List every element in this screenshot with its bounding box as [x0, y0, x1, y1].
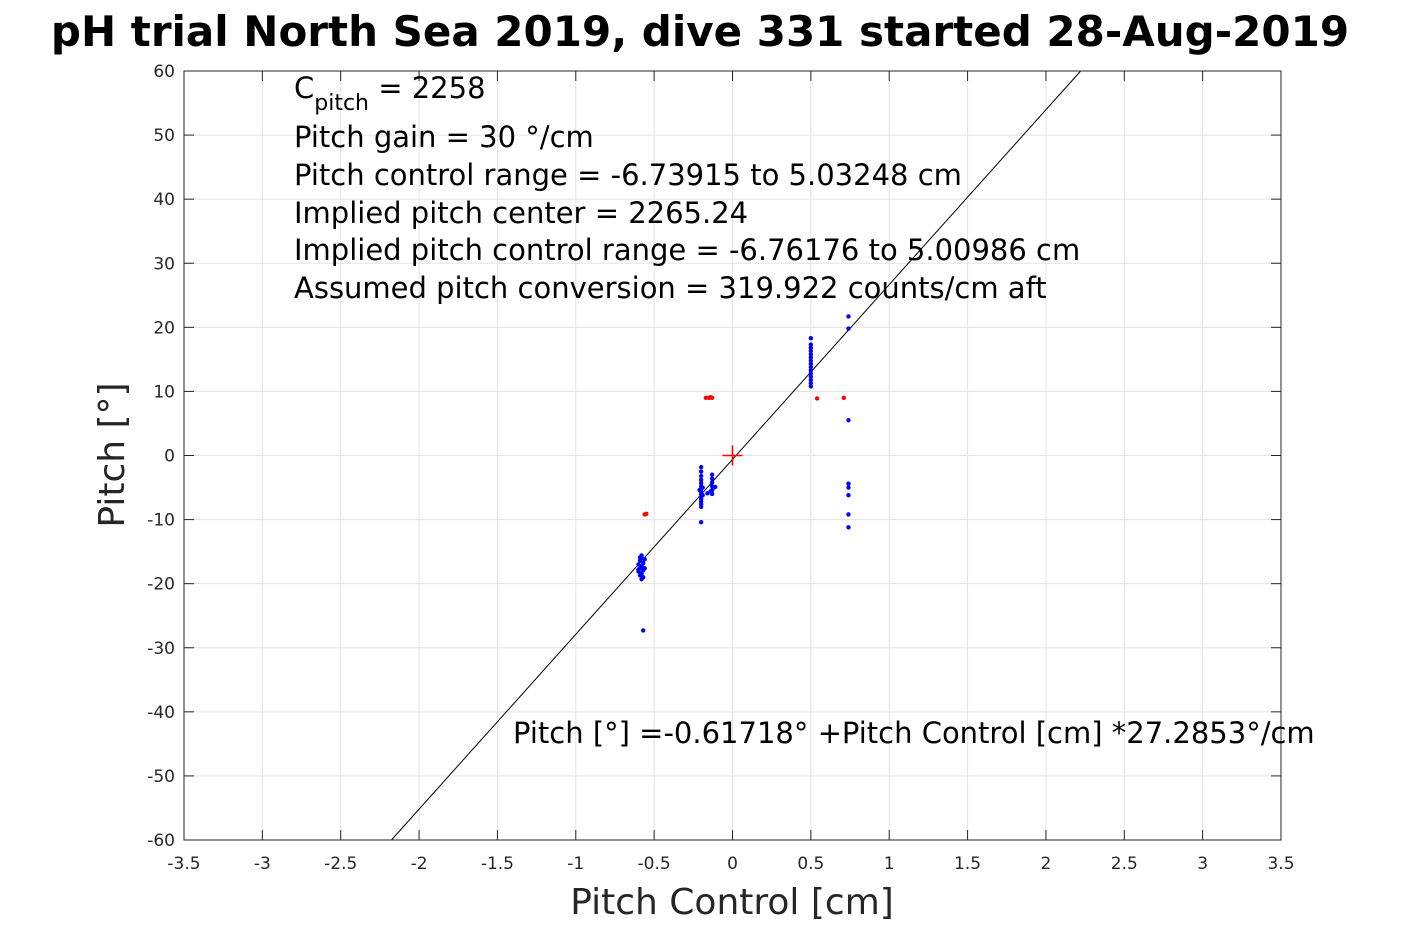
y-tick-label: -40: [147, 703, 175, 723]
chart-title: pH trial North Sea 2019, dive 331 starte…: [51, 7, 1349, 56]
data-point-blue: [636, 567, 641, 572]
data-point-blue: [637, 555, 643, 560]
data-point-blue: [808, 371, 814, 376]
fit-equation: Pitch [°] =-0.61718° +Pitch Control [cm]…: [513, 716, 1315, 750]
data-point-blue: [846, 485, 851, 490]
data-point-blue: [700, 493, 705, 498]
y-tick-label: -50: [147, 767, 175, 787]
y-tick-label: -10: [147, 511, 175, 531]
data-point-blue: [846, 512, 851, 517]
data-points: [636, 314, 851, 633]
data-point-blue: [698, 477, 704, 483]
data-point-blue: [808, 380, 814, 386]
data-point-blue: [808, 336, 814, 341]
y-tick-label: 20: [153, 318, 175, 338]
x-tick-label: -2.5: [324, 854, 357, 874]
data-point-blue: [846, 418, 851, 423]
data-point-blue: [808, 384, 814, 389]
data-point-blue: [808, 364, 814, 370]
annotation-c-value: = 2258: [369, 71, 486, 105]
y-tick-label: 10: [153, 382, 175, 402]
data-point-blue: [698, 469, 704, 474]
data-point-blue: [808, 342, 814, 347]
annotation-pitch-control-range: Pitch control range = -6.73915 to 5.0324…: [294, 158, 962, 192]
data-point-blue: [713, 484, 718, 490]
data-point-blue: [698, 504, 704, 509]
x-tick-label: 3: [1197, 854, 1208, 874]
data-point-blue: [698, 464, 704, 470]
data-point-blue: [808, 348, 814, 354]
x-tick-label: 1: [884, 854, 895, 874]
data-point-blue: [808, 345, 814, 351]
annotation-c-subscript: pitch: [314, 91, 369, 116]
data-point-blue: [642, 557, 647, 562]
data-point-blue: [846, 314, 851, 319]
x-tick-label: 0: [727, 854, 738, 874]
y-tick-label: -30: [147, 639, 175, 659]
x-tick-label: -1: [567, 854, 584, 874]
data-point-red: [708, 394, 713, 400]
data-point-blue: [808, 358, 814, 363]
data-point-blue: [640, 628, 646, 633]
data-point-blue: [709, 472, 715, 477]
data-point-blue: [709, 476, 715, 481]
y-axis-label: Pitch [°]: [92, 382, 133, 527]
x-tick-label: -3: [254, 854, 271, 874]
axes-box: [183, 70, 1282, 841]
data-point-blue: [808, 368, 814, 373]
annotation-c-pitch: Cpitch = 2258: [294, 71, 486, 116]
data-point-blue: [808, 355, 814, 360]
data-point-blue: [808, 361, 814, 367]
x-tick-label: -1.5: [481, 854, 514, 874]
x-tick-label: 0.5: [797, 854, 824, 874]
data-point-blue: [705, 491, 710, 496]
data-point-red: [703, 395, 709, 401]
data-point-blue: [846, 326, 851, 331]
x-axis-label: Pitch Control [cm]: [570, 882, 894, 923]
data-point-blue: [698, 480, 704, 486]
y-tick-labels: 60 50 40 30 20 10 0 -10 -20 -30 -40 -50 -60: [147, 62, 175, 851]
data-point-blue: [709, 480, 715, 485]
data-point-blue: [698, 519, 704, 525]
data-point-blue: [808, 352, 814, 357]
annotation-block: Cpitch = 2258 Pitch gain = 30 °/cm Pitch…: [294, 71, 1080, 305]
annotation-implied-pitch-center: Implied pitch center = 2265.24: [294, 196, 748, 230]
data-point-blue: [639, 576, 644, 582]
x-tick-label: 2: [1041, 854, 1052, 874]
annotation-pitch-conversion: Assumed pitch conversion = 319.922 count…: [294, 271, 1047, 305]
x-tick-label: -0.5: [638, 854, 671, 874]
data-point-blue: [846, 493, 851, 498]
data-point-blue: [808, 374, 814, 379]
data-point-blue: [642, 566, 647, 571]
annotation-pitch-gain: Pitch gain = 30 °/cm: [294, 120, 594, 154]
data-point-blue: [846, 525, 851, 530]
y-tick-label: -60: [147, 831, 175, 851]
y-tick-label: 50: [153, 126, 175, 146]
y-tick-label: 40: [153, 190, 175, 210]
data-point-blue: [637, 558, 643, 563]
x-tick-label: 1.5: [954, 854, 981, 874]
x-tick-label: -2: [411, 854, 428, 874]
x-tick-label: 2.5: [1111, 854, 1138, 874]
center-marker: [722, 445, 743, 466]
data-point-blue: [700, 485, 705, 490]
y-tick-label: -20: [147, 575, 175, 595]
data-point-red: [814, 396, 820, 401]
data-point-red: [642, 512, 647, 517]
data-point-blue: [808, 377, 814, 383]
annotation-implied-control-range: Implied pitch control range = -6.76176 t…: [294, 233, 1080, 267]
data-point-blue: [697, 487, 702, 493]
y-tick-label: 60: [153, 62, 175, 82]
x-tick-label: -3.5: [167, 854, 200, 874]
x-tick-labels: -3.5 -3 -2.5 -2 -1.5 -1 -0.5 0 0.5 1 1.5 2 2.5 3 3.5: [167, 854, 1294, 874]
annotation-c-symbol: C: [294, 71, 314, 105]
y-tick-label: 0: [164, 447, 175, 467]
data-point-blue: [698, 473, 704, 479]
x-tick-label: 3.5: [1267, 854, 1294, 874]
data-point-red: [841, 395, 846, 401]
data-point-blue: [846, 481, 851, 486]
y-tick-label: 30: [153, 254, 175, 274]
